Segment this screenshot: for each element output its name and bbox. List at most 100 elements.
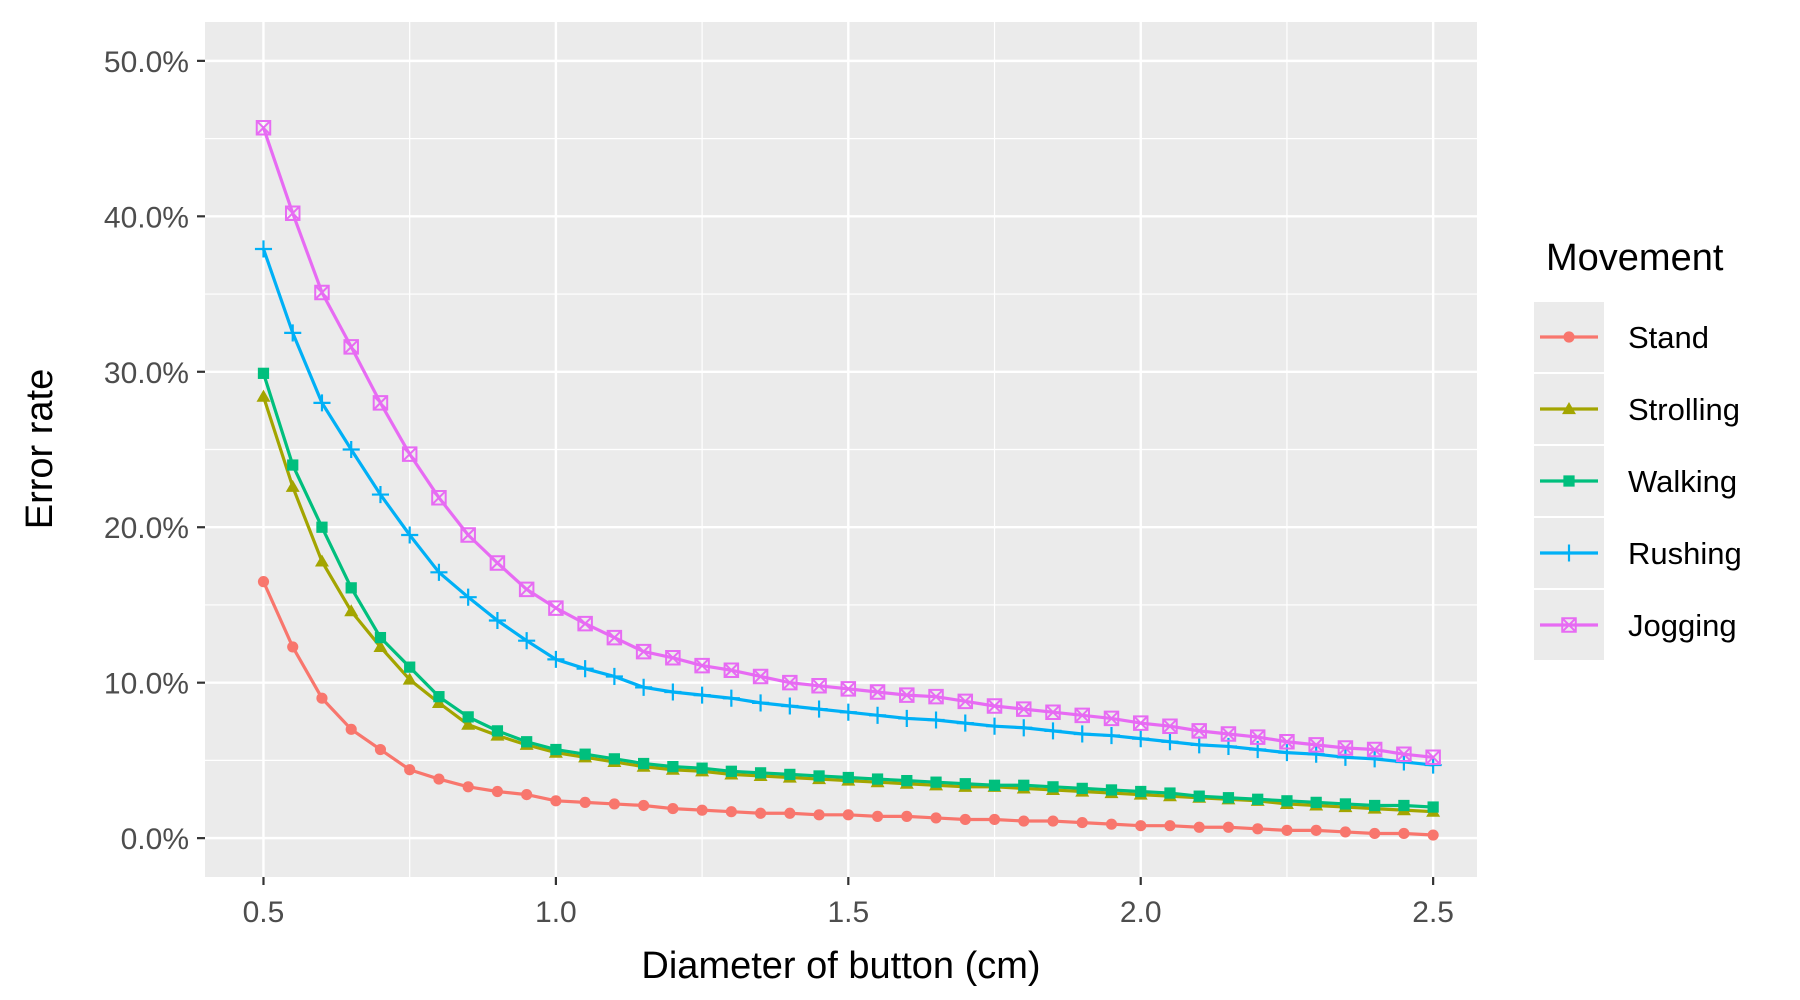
data-point — [287, 459, 299, 471]
data-point — [1279, 734, 1295, 750]
data-point — [1252, 823, 1264, 835]
y-tick-label: 0.0% — [121, 823, 189, 856]
data-point — [285, 479, 300, 492]
data-point — [1193, 790, 1205, 802]
data-point — [1047, 781, 1059, 793]
data-point — [1161, 733, 1179, 751]
data-point — [842, 771, 854, 784]
data-point — [461, 717, 476, 730]
data-point — [314, 554, 329, 567]
legend: Movement Stand Strolling Walking Rushing Jog… — [1534, 237, 1742, 660]
data-point — [518, 632, 536, 650]
data-point — [1132, 715, 1149, 731]
data-point — [986, 698, 1003, 714]
data-point — [1339, 798, 1352, 810]
data-point — [577, 615, 593, 632]
data-point — [754, 767, 767, 779]
data-point — [460, 527, 476, 543]
data-point — [433, 691, 445, 703]
data-point — [430, 563, 448, 581]
legend-title: Movement — [1546, 237, 1724, 279]
data-point — [1369, 827, 1381, 840]
data-point — [1281, 824, 1293, 836]
data-point — [284, 205, 301, 221]
data-point — [665, 650, 681, 666]
data-point — [255, 119, 272, 136]
data-point — [343, 339, 359, 355]
data-point — [667, 803, 679, 815]
x-axis-title: Diameter of button (cm) — [641, 945, 1040, 987]
data-point — [985, 717, 1004, 735]
data-point — [344, 604, 359, 617]
data-point — [752, 668, 769, 685]
x-tick-label: 2.5 — [1412, 896, 1454, 929]
data-point — [1310, 824, 1322, 836]
data-point — [1193, 821, 1205, 833]
grid-major — [205, 22, 1477, 877]
data-point — [1191, 723, 1207, 739]
data-point — [254, 240, 273, 258]
data-point — [345, 582, 357, 594]
data-point — [781, 697, 799, 715]
data-point — [316, 692, 328, 704]
data-point — [1018, 815, 1030, 827]
data-point — [1366, 750, 1384, 768]
data-point — [257, 576, 270, 588]
data-point — [1132, 730, 1150, 748]
legend-item-walking: Walking — [1534, 446, 1737, 516]
data-point — [401, 526, 419, 544]
data-point — [637, 757, 650, 770]
data-point — [898, 709, 916, 727]
data-point — [459, 588, 477, 606]
legend-label: Rushing — [1628, 536, 1742, 571]
data-point — [638, 799, 650, 812]
legend-label: Jogging — [1628, 608, 1737, 643]
data-point — [784, 768, 796, 781]
data-point — [1369, 799, 1381, 812]
data-point — [1561, 617, 1577, 633]
data-point — [521, 789, 533, 801]
data-point — [810, 700, 828, 718]
data-point — [576, 660, 594, 678]
data-point — [345, 723, 357, 735]
y-tick-label: 40.0% — [104, 201, 189, 234]
data-point — [1562, 402, 1576, 415]
data-point — [842, 809, 854, 821]
data-point — [1307, 745, 1325, 763]
data-point — [811, 678, 827, 694]
data-point — [372, 395, 389, 411]
data-point — [1398, 827, 1410, 840]
data-point — [548, 600, 564, 616]
data-point — [1396, 746, 1412, 762]
data-point — [723, 662, 740, 678]
data-point — [871, 773, 884, 785]
data-point — [956, 714, 974, 732]
data-point — [371, 486, 389, 504]
data-point — [402, 672, 417, 685]
data-point — [287, 641, 299, 653]
data-point — [1135, 785, 1147, 798]
data-point — [547, 650, 565, 668]
data-point — [696, 804, 708, 816]
data-point — [1308, 737, 1324, 753]
data-point — [722, 689, 740, 707]
legend-label: Strolling — [1628, 392, 1740, 427]
data-point — [725, 765, 737, 777]
legend-label: Walking — [1628, 464, 1737, 499]
x-axis: 0.5 1.0 1.5 2.0 2.5 — [243, 877, 1454, 929]
series-layer — [254, 119, 1442, 841]
data-point — [316, 521, 328, 533]
data-point — [257, 367, 270, 379]
x-tick-label: 1.5 — [827, 896, 869, 929]
data-point — [1076, 817, 1088, 829]
data-point — [373, 639, 388, 652]
data-point — [579, 796, 591, 808]
data-point — [488, 611, 506, 630]
data-point — [404, 764, 416, 776]
data-point — [433, 773, 445, 785]
data-point — [256, 389, 271, 402]
data-point — [1281, 795, 1293, 807]
data-point — [1044, 722, 1062, 740]
data-point — [605, 667, 623, 686]
data-point — [1018, 779, 1030, 791]
